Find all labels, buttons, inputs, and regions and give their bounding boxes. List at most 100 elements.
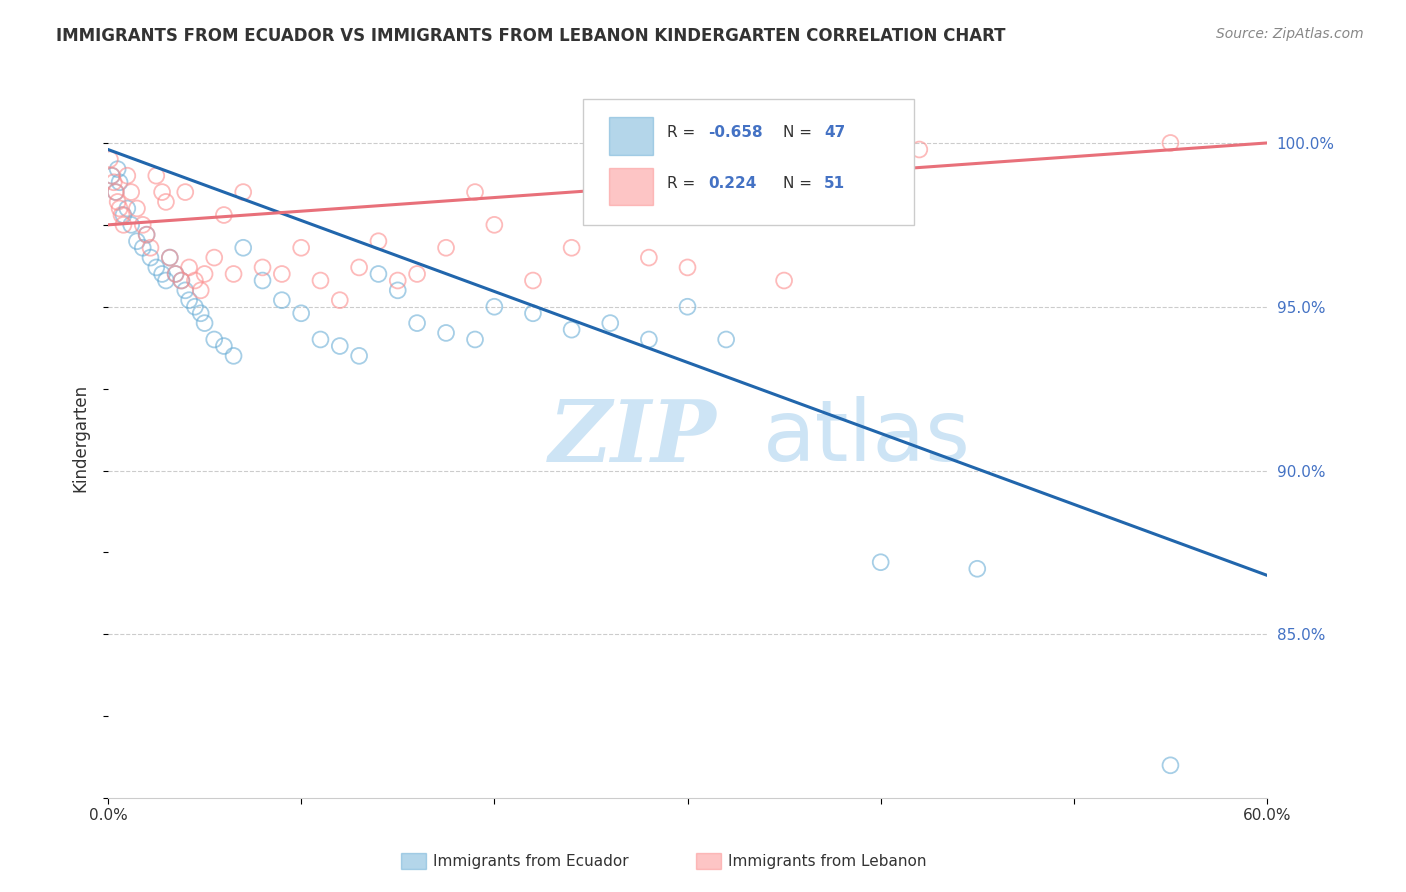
Point <box>132 218 155 232</box>
Point <box>159 251 181 265</box>
Point <box>212 208 235 222</box>
Point <box>132 241 155 255</box>
Point <box>270 293 292 308</box>
Point <box>145 169 167 183</box>
Point <box>252 260 274 275</box>
Text: 47: 47 <box>824 126 845 140</box>
Point <box>150 185 173 199</box>
Text: IMMIGRANTS FROM ECUADOR VS IMMIGRANTS FROM LEBANON KINDERGARTEN CORRELATION CHAR: IMMIGRANTS FROM ECUADOR VS IMMIGRANTS FR… <box>56 27 1005 45</box>
Point <box>117 169 139 183</box>
Point <box>222 267 245 281</box>
Point <box>406 316 429 330</box>
Point <box>522 306 544 320</box>
FancyBboxPatch shape <box>609 117 652 154</box>
Point <box>107 162 129 177</box>
Text: N =: N = <box>783 126 817 140</box>
Text: Immigrants from Ecuador: Immigrants from Ecuador <box>433 855 628 869</box>
Point <box>108 202 131 216</box>
Point <box>347 349 370 363</box>
Point <box>179 260 201 275</box>
Text: Immigrants from Lebanon: Immigrants from Lebanon <box>728 855 927 869</box>
Point <box>714 333 737 347</box>
Point <box>150 267 173 281</box>
Point <box>155 273 177 287</box>
Point <box>434 326 457 340</box>
Text: Source: ZipAtlas.com: Source: ZipAtlas.com <box>1216 27 1364 41</box>
Point <box>309 273 332 287</box>
Point <box>103 175 125 189</box>
Point <box>110 208 132 222</box>
Point <box>112 218 135 232</box>
Point <box>108 175 131 189</box>
Point <box>120 218 142 232</box>
Point <box>159 251 181 265</box>
Point <box>1159 758 1181 772</box>
Point <box>170 273 193 287</box>
Point <box>908 143 931 157</box>
Point <box>139 241 162 255</box>
Text: atlas: atlas <box>763 396 972 479</box>
Point <box>174 284 197 298</box>
Point <box>145 260 167 275</box>
Point <box>190 284 212 298</box>
Point <box>165 267 187 281</box>
Point <box>367 267 389 281</box>
Point <box>599 316 621 330</box>
Point <box>869 555 891 569</box>
Point <box>165 267 187 281</box>
Point <box>966 562 988 576</box>
Point <box>139 251 162 265</box>
Point <box>406 267 429 281</box>
Point <box>434 241 457 255</box>
Point <box>714 185 737 199</box>
Point <box>155 194 177 209</box>
Point <box>464 185 486 199</box>
Point <box>638 333 661 347</box>
Point <box>112 208 135 222</box>
Point <box>104 185 127 199</box>
Point <box>638 251 661 265</box>
Point <box>104 185 127 199</box>
Point <box>676 260 699 275</box>
Point <box>202 251 225 265</box>
Point <box>561 323 583 337</box>
Point <box>290 241 312 255</box>
Text: -0.658: -0.658 <box>709 126 763 140</box>
Y-axis label: Kindergarten: Kindergarten <box>72 384 89 491</box>
Text: R =: R = <box>666 126 700 140</box>
Point <box>464 333 486 347</box>
Point <box>831 169 853 183</box>
Point <box>125 202 148 216</box>
Point <box>222 349 245 363</box>
Point <box>194 267 217 281</box>
Point <box>387 284 409 298</box>
Text: 51: 51 <box>824 176 845 191</box>
FancyBboxPatch shape <box>583 99 914 225</box>
Point <box>125 234 148 248</box>
FancyBboxPatch shape <box>609 168 652 205</box>
Text: 0.224: 0.224 <box>709 176 756 191</box>
Point <box>202 333 225 347</box>
Point <box>184 300 207 314</box>
Point <box>101 169 124 183</box>
Point <box>599 202 621 216</box>
Point <box>347 260 370 275</box>
Point <box>120 185 142 199</box>
Point <box>329 339 352 353</box>
Point <box>329 293 352 308</box>
Point <box>135 227 157 242</box>
Point <box>212 339 235 353</box>
Point <box>773 273 796 287</box>
Point <box>194 316 217 330</box>
Point <box>117 202 139 216</box>
Point <box>484 300 506 314</box>
Point <box>387 273 409 287</box>
Point <box>522 273 544 287</box>
Point <box>107 194 129 209</box>
Text: N =: N = <box>783 176 817 191</box>
Point <box>484 218 506 232</box>
Point <box>170 273 193 287</box>
Point <box>179 293 201 308</box>
Point <box>232 241 254 255</box>
Point <box>367 234 389 248</box>
